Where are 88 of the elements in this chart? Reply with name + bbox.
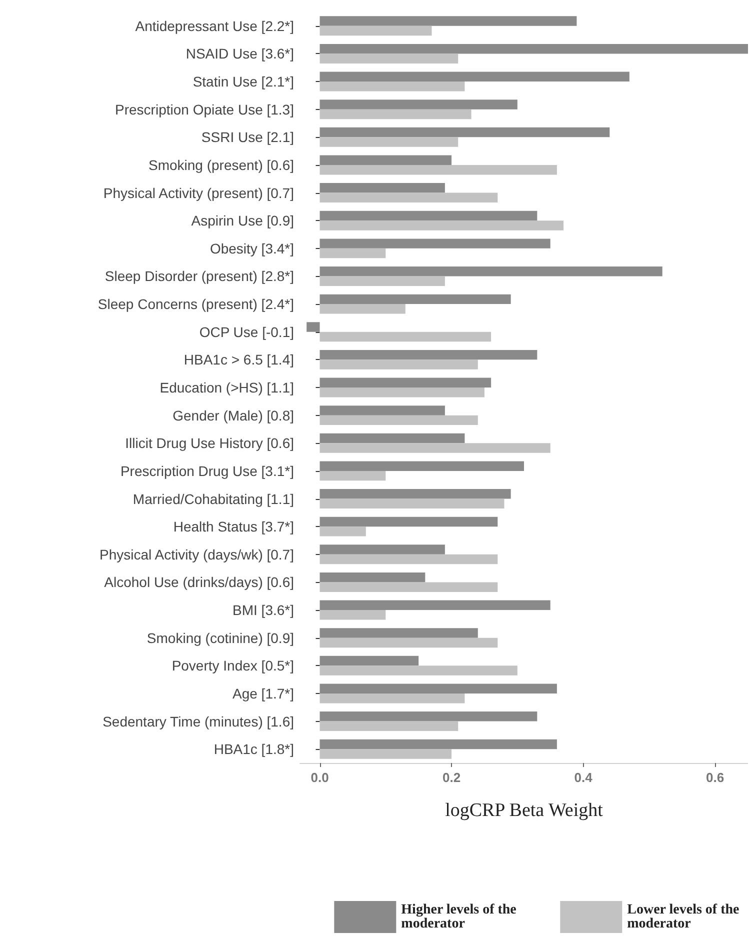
bar [320, 739, 557, 750]
y-tick-label: Prescription Opiate Use [1.3] [115, 101, 294, 118]
bar [320, 721, 458, 732]
y-tick-label: Sleep Disorder (present) [2.8*] [104, 268, 294, 284]
bar [320, 415, 478, 426]
y-tick-label: Statin Use [2.1*] [192, 74, 294, 90]
bar [320, 16, 577, 26]
y-tick-label: Physical Activity (days/wk) [0.7] [99, 546, 294, 562]
bar [320, 554, 498, 564]
y-tick-label: Physical Activity (present) [0.7] [103, 184, 294, 201]
y-tick-label: Poverty Index [0.5*] [172, 658, 294, 674]
y-tick-label: Prescription Drug Use [3.1*] [120, 462, 294, 479]
bar [320, 526, 366, 536]
bar [320, 109, 472, 120]
y-tick-label: Aspirin Use [0.9] [191, 212, 294, 229]
bar [320, 183, 445, 193]
y-tick-label: SSRI Use [2.1] [201, 129, 294, 146]
bar [320, 350, 538, 360]
bar [320, 610, 386, 620]
x-axis-title: logCRP Beta Weight [445, 800, 604, 821]
bar [320, 684, 557, 694]
bar [320, 54, 458, 64]
y-tick-label: Obesity [3.4*] [210, 240, 294, 256]
bar [320, 749, 452, 759]
bar [320, 155, 452, 165]
bar [320, 638, 498, 648]
y-tick-label: Sedentary Time (minutes) [1.6] [102, 713, 294, 730]
bar [320, 82, 465, 92]
bar [320, 100, 518, 110]
bar [320, 544, 445, 554]
bar [320, 276, 445, 286]
y-tick-label: Sleep Concerns (present) [2.4*] [98, 296, 294, 312]
bar [320, 44, 748, 54]
bar [320, 266, 662, 276]
bar [320, 72, 630, 82]
bar [320, 666, 518, 676]
y-tick-label: Smoking (present) [0.6] [148, 156, 294, 173]
y-tick-label: Age [1.7*] [232, 685, 294, 702]
bar [320, 712, 538, 722]
bar [320, 582, 498, 592]
y-tick-label: Married/Cohabitating [1.1] [132, 490, 294, 507]
bar [320, 470, 386, 481]
y-tick-label: Education (>HS) [1.1] [160, 380, 294, 396]
y-tick-label: Health Status [3.7*] [173, 518, 294, 535]
y-tick-label: NSAID Use [3.6*] [186, 46, 294, 62]
bar [320, 489, 511, 499]
bar [320, 656, 419, 666]
bar [320, 461, 524, 471]
y-tick-label: HBA1c > 6.5 [1.4] [184, 352, 294, 368]
bar [320, 572, 426, 582]
x-tick-label: 0.4 [574, 770, 594, 785]
bar [320, 693, 465, 704]
bar [320, 192, 498, 203]
y-tick-label: Illicit Drug Use History [0.6] [125, 435, 294, 452]
bar [320, 600, 550, 610]
y-tick-label: BMI [3.6*] [232, 602, 294, 618]
bar [320, 164, 557, 175]
bar [320, 406, 445, 416]
bar [320, 388, 484, 398]
bar [320, 498, 504, 508]
bar [320, 220, 564, 230]
bar [320, 294, 511, 304]
bar [320, 210, 538, 221]
bar [306, 322, 320, 332]
legend-label: Higher levels of the moderator [401, 902, 520, 932]
bar [320, 127, 610, 138]
y-tick-label: Alcohol Use (drinks/days) [0.6] [104, 574, 294, 590]
x-tick-label: 0.6 [706, 770, 724, 785]
y-tick-label: HBA1c [1.8*] [214, 741, 294, 758]
bar [320, 443, 550, 453]
bar [320, 304, 406, 314]
bar [320, 26, 432, 36]
bar [320, 332, 492, 342]
bar [320, 433, 465, 444]
y-tick-label: Smoking (cotinine) [0.9] [146, 630, 294, 646]
bar [320, 248, 386, 258]
y-tick-label: OCP Use [-0.1] [199, 324, 294, 340]
bar [320, 137, 458, 147]
bar [320, 238, 550, 248]
bar [320, 378, 492, 388]
legend-label: Lower levels of the moderator [627, 902, 743, 932]
bar [320, 360, 478, 370]
bar [320, 516, 498, 527]
bar [320, 628, 478, 638]
y-tick-label: Antidepressant Use [2.2*] [135, 18, 294, 34]
x-tick-label: 0.2 [442, 770, 461, 785]
x-tick-label: 0.0 [310, 770, 329, 785]
y-tick-label: Gender (Male) [0.8] [172, 407, 294, 424]
